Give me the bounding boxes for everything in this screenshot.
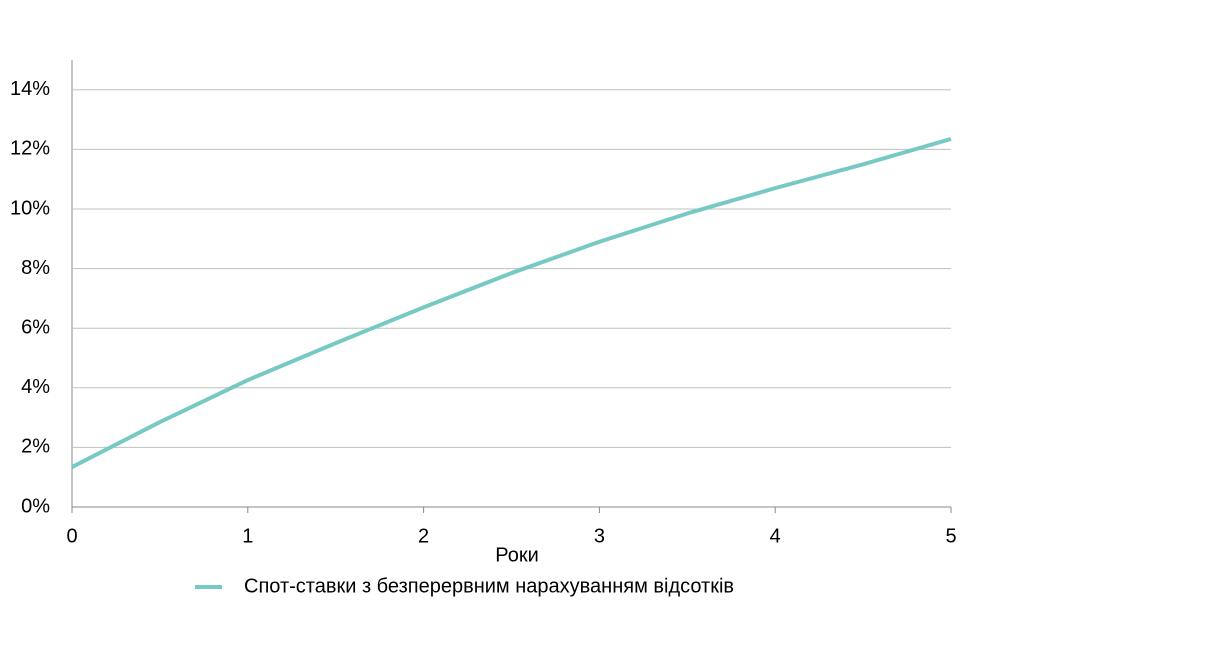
legend-label: Спот-ставки з безперервним нарахуванням … [244,575,734,597]
y-tick-label: 6% [21,316,50,338]
y-tick-label: 4% [21,376,50,398]
x-tick-label: 0 [66,525,77,547]
y-tick-label: 10% [10,197,50,219]
x-tick-label: 4 [770,525,781,547]
y-tick-label: 14% [10,78,50,100]
x-axis-label: Роки [495,544,539,566]
y-tick-label: 0% [21,495,50,517]
y-tick-label: 12% [10,138,50,160]
y-tick-label: 2% [21,436,50,458]
data-line [71,137,952,469]
y-tick-label: 8% [21,257,50,279]
x-tick-label: 5 [945,525,956,547]
x-tick-label: 2 [418,525,429,547]
x-tick-label: 1 [242,525,253,547]
x-tick-label: 3 [594,525,605,547]
